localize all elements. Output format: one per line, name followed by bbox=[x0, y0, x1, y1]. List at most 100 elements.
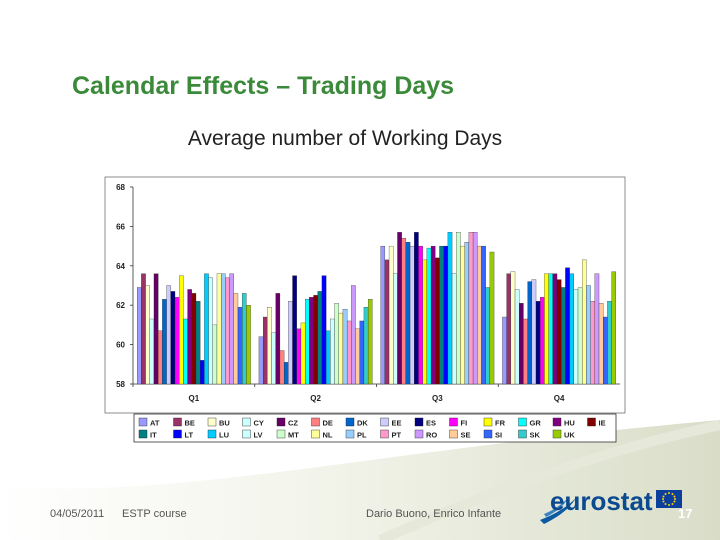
legend-swatch-se bbox=[449, 429, 458, 439]
bar-uk-q3 bbox=[489, 251, 495, 385]
bar-dk-q3 bbox=[405, 242, 411, 385]
bar-si-q1 bbox=[237, 307, 243, 385]
bar-es-q4 bbox=[535, 301, 541, 385]
legend-swatch-de bbox=[311, 417, 320, 427]
bar-uk-q1 bbox=[246, 305, 251, 385]
bar-fi-q2 bbox=[296, 328, 302, 385]
legend-swatch-lv bbox=[242, 429, 251, 439]
bar-cz-q3 bbox=[397, 232, 402, 385]
bar-lv-q1 bbox=[208, 277, 213, 385]
legend-swatch-fi bbox=[449, 417, 458, 427]
bar-ee-q1 bbox=[166, 285, 171, 385]
x-tick-labels: Q1 Q2 Q3 Q4 bbox=[132, 384, 565, 403]
legend-label-lv: LV bbox=[254, 431, 263, 440]
legend-swatch-pt bbox=[380, 429, 389, 439]
bar-hu-q4 bbox=[552, 273, 558, 385]
page-number: 17 bbox=[678, 506, 693, 521]
y-tick-label: 58 bbox=[116, 380, 125, 389]
legend-label-si: SI bbox=[495, 431, 502, 440]
bar-be-q1 bbox=[141, 273, 146, 385]
bar-cz-q1 bbox=[153, 273, 159, 385]
legend-label-pl: PL bbox=[357, 431, 367, 440]
bar-si-q4 bbox=[603, 316, 608, 385]
eurostat-logo[interactable]: eurostat bbox=[538, 484, 686, 526]
bar-ee-q4 bbox=[531, 279, 537, 385]
logo-swoosh-icon bbox=[540, 498, 576, 524]
bar-de-q2 bbox=[279, 350, 285, 385]
legend-swatch-ro bbox=[414, 429, 424, 439]
bar-si-q3 bbox=[481, 245, 486, 385]
bar-fr-q4 bbox=[544, 273, 549, 385]
bar-it-q1 bbox=[195, 301, 201, 385]
legend-swatch-dk bbox=[345, 417, 355, 427]
bar-se-q3 bbox=[477, 245, 482, 385]
legend: AT BE BU CY CZ DE DK EE ES FI FR GR HU IE IT LT LU LV MT NL… bbox=[138, 417, 606, 440]
bar-lu-q4 bbox=[569, 273, 574, 385]
bar-de-q4 bbox=[523, 318, 528, 385]
slide-title: Calendar Effects – Trading Days bbox=[72, 72, 455, 100]
legend-swatch-nl bbox=[311, 429, 320, 439]
y-tick-label: 68 bbox=[116, 183, 125, 192]
bar-pt-q4 bbox=[590, 301, 595, 385]
bar-pl-q4 bbox=[586, 285, 591, 385]
bar-be-q3 bbox=[384, 259, 390, 385]
bar-pl-q3 bbox=[464, 242, 470, 385]
bar-ee-q3 bbox=[409, 245, 415, 385]
legend-swatch-ie bbox=[587, 417, 596, 427]
bar-lv-q4 bbox=[573, 289, 579, 385]
eu-flag-icon bbox=[656, 490, 682, 508]
bar-ro-q2 bbox=[351, 285, 356, 385]
footer-course: ESTP course bbox=[122, 508, 187, 520]
x-tick-label: Q2 bbox=[310, 394, 321, 403]
bar-lu-q2 bbox=[325, 330, 331, 385]
bar-it-q4 bbox=[561, 287, 566, 385]
bar-ie-q2 bbox=[313, 295, 318, 385]
bar-nl-q4 bbox=[582, 259, 587, 385]
bar-hu-q2 bbox=[309, 297, 314, 385]
bar-cz-q2 bbox=[275, 293, 281, 385]
bar-gr-q4 bbox=[548, 273, 553, 385]
legend-label-be: BE bbox=[185, 419, 195, 428]
legend-label-de: DE bbox=[323, 419, 333, 428]
bar-lu-q1 bbox=[204, 273, 209, 385]
footer-wave bbox=[0, 420, 720, 540]
bar-be-q4 bbox=[506, 273, 511, 385]
legend-label-hu: HU bbox=[564, 419, 575, 428]
bar-es-q2 bbox=[292, 275, 297, 385]
legend-label-fr: FR bbox=[495, 419, 506, 428]
bar-pl-q1 bbox=[221, 273, 226, 385]
bar-nl-q3 bbox=[460, 245, 465, 385]
bar-ie-q1 bbox=[191, 293, 197, 385]
y-tick-label: 62 bbox=[116, 301, 125, 310]
footer-authors: Dario Buono, Enrico Infante bbox=[366, 508, 502, 520]
legend-label-bu: BU bbox=[219, 419, 230, 428]
legend-swatch-pl bbox=[345, 429, 355, 439]
legend-label-cy: CY bbox=[254, 419, 264, 428]
legend-swatch-lu bbox=[207, 429, 217, 439]
bar-se-q2 bbox=[355, 328, 360, 385]
bar-gr-q3 bbox=[426, 247, 432, 385]
bar-ro-q3 bbox=[472, 232, 478, 385]
bar-bu-q3 bbox=[388, 245, 394, 385]
bar-lv-q2 bbox=[330, 318, 335, 385]
legend-swatch-lt bbox=[173, 429, 182, 439]
bar-se-q1 bbox=[233, 293, 239, 385]
bar-uk-q4 bbox=[611, 271, 616, 385]
bar-es-q1 bbox=[170, 291, 176, 385]
bar-fi-q3 bbox=[418, 245, 423, 385]
legend-swatch-cz bbox=[276, 417, 286, 427]
bar-fr-q1 bbox=[179, 275, 184, 385]
bar-cy-q3 bbox=[393, 273, 398, 385]
bar-sk-q4 bbox=[607, 301, 612, 385]
legend-label-at: AT bbox=[150, 419, 160, 428]
bar-sk-q1 bbox=[242, 293, 247, 385]
x-tick-label: Q3 bbox=[432, 394, 443, 403]
legend-swatch-it bbox=[138, 429, 148, 439]
bar-lt-q3 bbox=[443, 245, 449, 385]
legend-swatch-gr bbox=[518, 417, 527, 427]
legend-label-gr: GR bbox=[530, 419, 542, 428]
bar-nl-q2 bbox=[338, 312, 344, 385]
legend-swatch-bu bbox=[207, 417, 217, 427]
bar-fi-q4 bbox=[540, 297, 545, 385]
